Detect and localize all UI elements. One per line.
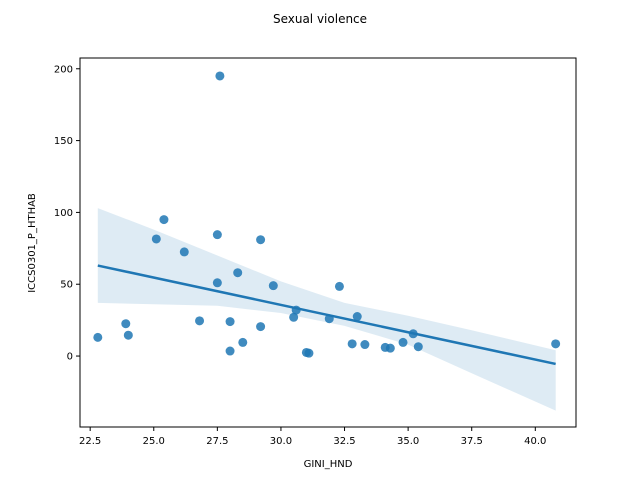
data-point: [212, 278, 222, 288]
data-point: [225, 317, 235, 327]
data-point: [291, 305, 301, 315]
data-point: [179, 247, 189, 257]
y-ticks: 0 50 100 150 200: [54, 64, 80, 363]
x-tick-label: 30.0: [270, 436, 292, 447]
confidence-band: [97, 208, 556, 411]
data-point: [398, 337, 408, 347]
data-point: [413, 342, 423, 352]
regression-line: [97, 264, 556, 366]
chart-title: Sexual violence: [273, 12, 367, 26]
data-point: [93, 332, 103, 342]
data-point: [256, 322, 266, 332]
data-point: [123, 330, 133, 340]
x-tick-label: 32.5: [333, 436, 355, 447]
x-tick-label: 25.0: [143, 436, 165, 447]
x-tick-label: 37.5: [461, 436, 483, 447]
data-point: [360, 340, 370, 350]
y-tick-label: 50: [60, 280, 73, 291]
data-point: [151, 234, 161, 244]
y-tick-label: 100: [54, 208, 73, 219]
data-point: [121, 319, 131, 329]
y-tick-label: 0: [67, 352, 73, 363]
data-point: [238, 337, 248, 347]
data-point: [225, 346, 235, 356]
data-point: [159, 215, 169, 225]
data-point: [385, 343, 395, 353]
data-point: [551, 339, 561, 349]
data-point: [408, 329, 418, 339]
data-point: [233, 268, 243, 278]
data-point: [212, 230, 222, 240]
regression-line-layer: [97, 264, 556, 366]
data-point: [352, 312, 362, 322]
data-point: [304, 348, 314, 358]
x-tick-label: 22.5: [79, 436, 101, 447]
confidence-band-layer: [97, 208, 556, 411]
data-point: [324, 314, 334, 324]
data-point: [347, 339, 357, 349]
x-ticks: 22.5 25.0 27.5 30.0 32.5 35.0 37.5 40.0: [79, 427, 546, 447]
x-tick-label: 35.0: [397, 436, 419, 447]
x-tick-label: 27.5: [206, 436, 228, 447]
scatter-points-layer: [93, 71, 561, 358]
data-point: [256, 235, 266, 245]
x-axis-label: GINI_HND: [304, 459, 353, 470]
y-axis-label: ICCS0301_P_HTHAB: [27, 193, 38, 293]
x-tick-label: 40.0: [524, 436, 546, 447]
data-point: [289, 312, 299, 322]
y-tick-label: 200: [54, 64, 73, 75]
y-tick-label: 150: [54, 136, 73, 147]
data-point: [268, 281, 278, 291]
data-point: [215, 71, 225, 81]
plot-frame: [79, 57, 577, 428]
data-point: [334, 281, 344, 291]
data-point: [195, 316, 205, 326]
